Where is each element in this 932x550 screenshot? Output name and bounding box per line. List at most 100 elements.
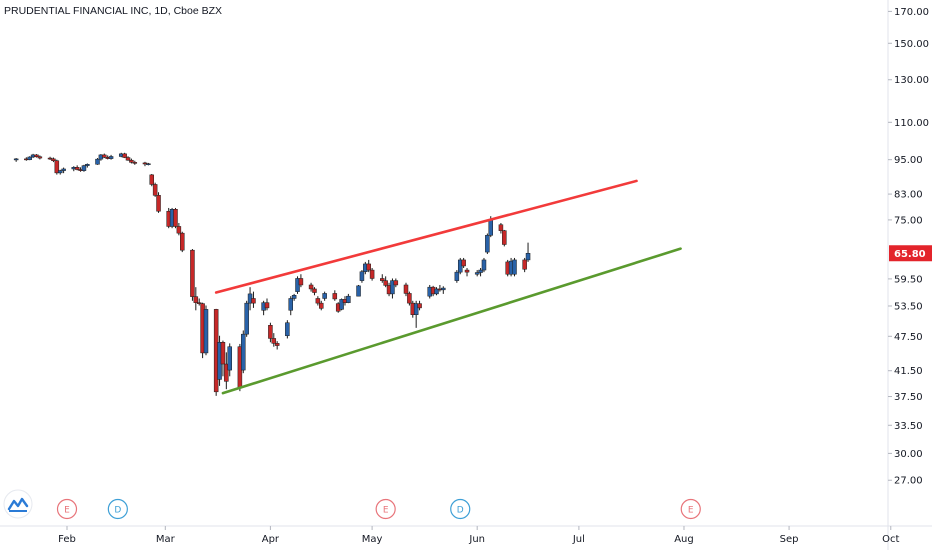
candle-body xyxy=(61,168,66,171)
candle xyxy=(481,257,487,273)
candle-body xyxy=(291,295,297,299)
candle-body xyxy=(380,278,385,281)
candle-body xyxy=(488,219,493,236)
candle xyxy=(417,300,422,311)
earnings-marker: E xyxy=(56,498,78,520)
candle xyxy=(413,300,419,328)
candle-body xyxy=(37,156,43,159)
candle-body xyxy=(156,195,161,212)
candle xyxy=(51,157,56,163)
candle-body xyxy=(502,230,507,245)
candle-body xyxy=(332,293,338,300)
candle xyxy=(274,341,280,350)
candle xyxy=(129,158,134,164)
candle-body xyxy=(146,163,151,165)
y-tick-label: 37.50 xyxy=(894,392,923,403)
candle-body xyxy=(264,302,270,309)
candles-layer xyxy=(13,152,531,396)
candle-body xyxy=(102,154,107,158)
candle xyxy=(525,242,531,262)
candle xyxy=(298,274,304,288)
candle xyxy=(57,169,63,175)
candle-body xyxy=(485,235,490,253)
candle xyxy=(74,165,80,171)
candle xyxy=(173,207,178,229)
candle-body xyxy=(142,162,148,165)
candle xyxy=(407,291,412,306)
candle xyxy=(369,268,375,281)
candle-body xyxy=(285,322,290,337)
candle xyxy=(346,293,351,304)
candle-body xyxy=(95,158,100,165)
candle xyxy=(522,257,527,273)
candle-body xyxy=(193,296,199,303)
x-tick-label: Jun xyxy=(468,534,485,545)
earnings-marker: E xyxy=(375,498,396,520)
candle-body xyxy=(244,302,249,335)
candle-body xyxy=(434,288,439,295)
candle-body xyxy=(34,154,39,157)
y-tick-label: 27.00 xyxy=(894,476,923,487)
candle xyxy=(308,282,314,292)
candle xyxy=(390,278,395,299)
candle-body xyxy=(57,170,63,174)
last-price-tag xyxy=(889,245,932,262)
y-tick-label: 110.00 xyxy=(894,118,929,129)
candle xyxy=(291,293,297,301)
candle-body xyxy=(390,280,395,295)
candle xyxy=(37,155,43,160)
candle-body xyxy=(481,259,487,271)
candle xyxy=(461,257,466,269)
candle-body xyxy=(461,259,466,267)
candle xyxy=(271,333,277,347)
candle xyxy=(244,300,249,337)
x-tick-label: Sep xyxy=(780,534,799,545)
candle xyxy=(95,158,100,165)
time-axis[interactable]: Feb Mar Apr May Jun Jul Aug Sep Oct xyxy=(0,525,932,545)
candle xyxy=(102,153,107,159)
y-tick-label: 75.00 xyxy=(894,215,923,226)
candle xyxy=(241,330,246,374)
candle xyxy=(441,286,446,294)
candle xyxy=(132,160,138,165)
y-tick-label: 130.00 xyxy=(894,75,929,86)
candle-body xyxy=(122,153,127,158)
candle xyxy=(356,284,361,297)
candle xyxy=(81,164,87,172)
candle xyxy=(47,156,53,160)
candle xyxy=(312,287,317,296)
y-tick-label: 95.00 xyxy=(894,155,923,166)
candle-body xyxy=(108,156,114,159)
candle-body xyxy=(152,184,158,196)
candle-body xyxy=(224,363,229,382)
y-tick-label: 33.50 xyxy=(894,421,923,432)
candle xyxy=(322,291,327,301)
earnings-marker-label: E xyxy=(383,506,389,516)
earnings-marker: E xyxy=(680,498,701,520)
candle xyxy=(146,162,151,166)
y-tick-label: 150.00 xyxy=(894,39,929,50)
candle xyxy=(251,291,256,308)
candle xyxy=(13,158,19,162)
candle-body xyxy=(274,343,280,346)
candle xyxy=(366,259,371,273)
candle-body xyxy=(268,325,273,339)
candle xyxy=(474,270,480,277)
candle xyxy=(203,305,209,356)
tradingview-logo-icon[interactable] xyxy=(3,489,33,519)
candle xyxy=(227,343,232,377)
candle xyxy=(268,322,273,343)
candle-body xyxy=(512,259,517,275)
candle xyxy=(485,233,490,255)
candle xyxy=(502,229,507,247)
candle xyxy=(142,161,148,167)
candle-body xyxy=(383,280,388,286)
price-axis[interactable]: 27.00 30.00 33.50 37.50 41.50 47.50 53.50 59.50… xyxy=(887,0,929,550)
candle-body xyxy=(478,269,483,273)
candle-body xyxy=(149,174,154,185)
candle-body xyxy=(359,271,365,281)
candle xyxy=(149,174,154,187)
candle-body xyxy=(454,271,460,281)
candle-body xyxy=(464,269,470,273)
